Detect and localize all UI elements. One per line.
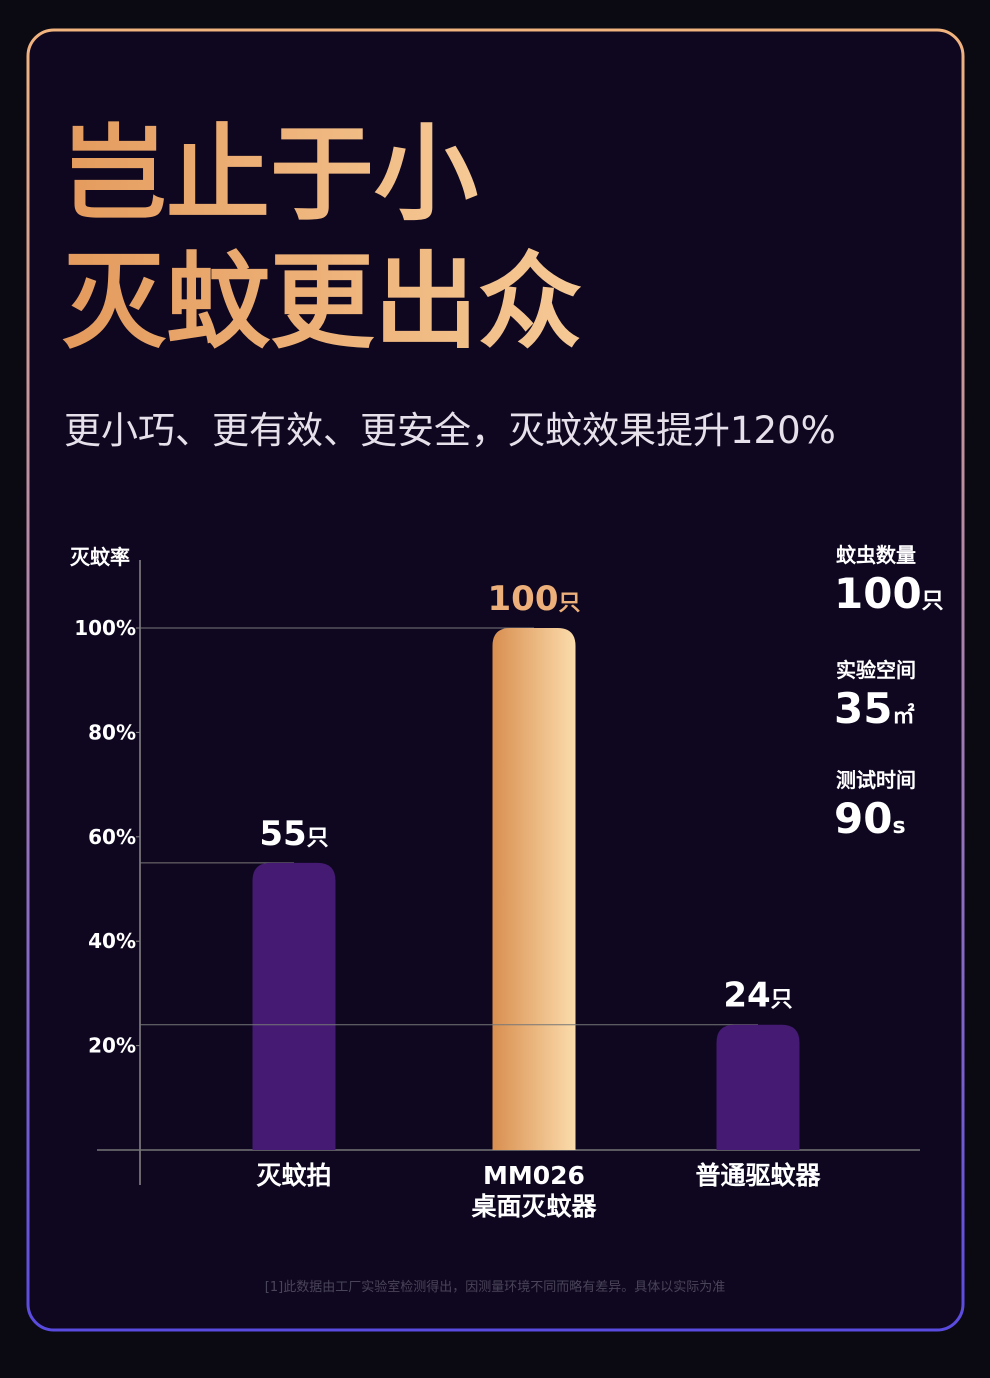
bar [716,1024,800,1150]
value-unit: 只 [771,988,793,1013]
x-tick-label: 灭蚊拍 [256,1161,332,1190]
stat-number: 90 [834,794,892,843]
x-tick-label: 普通驱蚊器 [695,1161,821,1190]
title-line: 岂止于小 [62,113,478,235]
value-label: 55只 [259,814,328,854]
stat-unit: s [892,814,905,839]
stat-label: 实验空间 [836,658,916,682]
y-tick-label: 80% [88,720,136,744]
footnote: [1]此数据由工厂实验室检测得出，因测量环境不同而略有差异。具体以实际为准 [265,1279,725,1295]
y-tick-label: 60% [88,825,136,849]
title-line: 灭蚊更出众 [62,241,582,363]
subtitle: 更小巧、更有效、更安全，灭蚊效果提升120% [64,409,836,452]
stat-unit: ㎡ [892,703,914,729]
stat-label: 蚊虫数量 [836,543,916,567]
stat-value: 90s [834,794,906,843]
value-label: 100只 [488,579,581,619]
stat-number: 35 [834,684,892,733]
value-label: 24只 [723,976,792,1016]
y-axis-title: 灭蚊率 [70,545,130,569]
value-number: 100 [488,579,559,619]
y-tick-label: 20% [88,1034,136,1058]
stat-unit: 只 [922,589,944,614]
value-number: 24 [723,976,770,1016]
value-number: 55 [259,814,306,854]
stat-label: 测试时间 [836,768,916,792]
bar [252,862,336,1150]
y-tick-label: 40% [88,929,136,953]
stat-number: 100 [834,569,922,618]
stat-value: 35㎡ [834,684,914,733]
value-unit: 只 [558,591,580,616]
y-tick-label: 100% [74,616,136,640]
x-tick-label: MM026 桌面灭蚊器 [471,1161,597,1221]
stat-value: 100只 [834,569,944,618]
value-unit: 只 [307,826,329,851]
bar [492,628,576,1150]
